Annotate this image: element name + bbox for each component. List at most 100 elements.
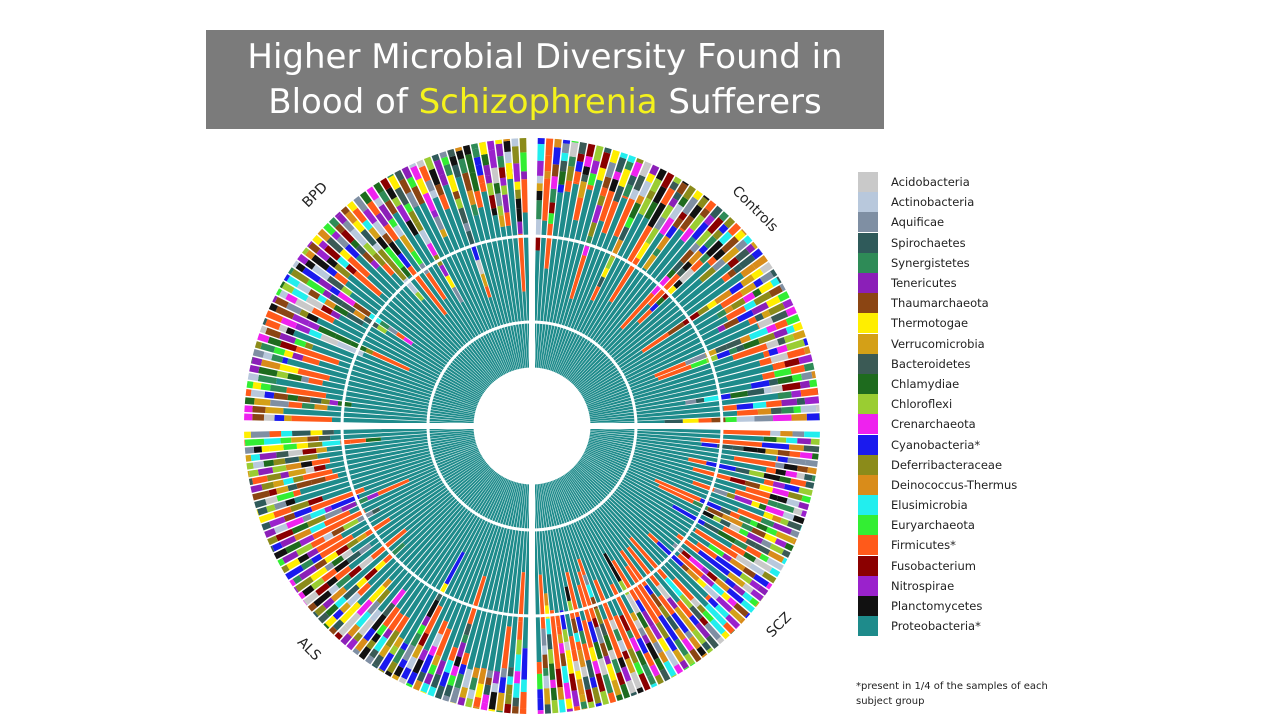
sample-bar-segment: [371, 632, 381, 643]
sample-bar-segment: [542, 178, 551, 221]
sample-bar-segment: [752, 401, 767, 409]
sample-bar-segment: [727, 222, 742, 237]
sample-bar-segment: [347, 256, 371, 278]
sample-bar-segment: [716, 636, 725, 645]
sample-bar-segment: [691, 221, 709, 241]
sample-bar-segment: [776, 456, 779, 462]
sample-bar-segment: [431, 654, 441, 667]
sample-bar-segment: [780, 430, 793, 437]
sample-bar-segment: [719, 518, 731, 528]
sample-bar-segment: [486, 140, 495, 151]
sample-bar-segment: [770, 430, 781, 437]
sample-bar-segment: [345, 263, 357, 275]
sample-bar-segment: [486, 182, 495, 196]
sample-bar-segment: [774, 462, 785, 469]
sample-bar-segment: [595, 702, 602, 707]
sample-bar-segment: [311, 458, 331, 466]
sample-bar-segment: [334, 596, 347, 609]
sample-bar-segment: [522, 483, 531, 649]
sample-bar-segment: [736, 403, 754, 410]
sample-bar-segment: [536, 190, 543, 201]
sample-bar-segment: [586, 444, 694, 485]
sample-bar-segment: [497, 205, 504, 216]
sample-bar-segment: [665, 636, 678, 652]
sample-bar-segment: [585, 688, 594, 703]
sample-bar-segment: [418, 200, 507, 375]
sample-bar-segment: [410, 632, 422, 647]
sample-bar-segment: [783, 483, 800, 493]
sample-bar-segment: [721, 513, 731, 522]
sample-bar-segment: [290, 269, 310, 285]
legend-item: Elusimicrobia: [858, 495, 1078, 516]
sample-bar-segment: [503, 138, 511, 142]
sample-bar-segment: [250, 431, 270, 438]
sample-bar-segment: [729, 476, 746, 486]
sample-bar-segment: [765, 582, 773, 590]
legend-swatch: [858, 454, 878, 475]
sample-bar-segment: [544, 170, 551, 179]
sample-bar-segment: [564, 586, 571, 602]
sample-bar-segment: [792, 322, 804, 332]
sample-bar-segment: [709, 205, 723, 219]
sample-bar-segment: [638, 197, 652, 216]
sample-bar-segment: [276, 370, 289, 379]
sample-bar-segment: [433, 215, 445, 231]
sample-bar-segment: [562, 629, 569, 643]
sample-bar-segment: [328, 217, 340, 228]
sample-bar-segment: [318, 360, 477, 411]
sample-bar-segment: [688, 556, 704, 571]
sample-bar-segment: [765, 467, 777, 474]
sample-bar-segment: [439, 151, 448, 159]
sample-bar-segment: [330, 494, 360, 511]
sample-bar-segment: [696, 542, 718, 560]
sample-bar-segment: [522, 212, 531, 369]
sample-bar-segment: [286, 358, 477, 412]
sample-bar-segment: [730, 629, 736, 635]
sample-bar-segment: [443, 684, 454, 697]
sample-bar-segment: [769, 543, 785, 555]
sample-bar-segment: [286, 516, 305, 529]
sample-bar-segment: [313, 590, 332, 608]
sample-bar-segment: [798, 487, 813, 496]
sample-bar-segment: [733, 495, 753, 506]
sample-bar-segment: [578, 460, 679, 537]
legend-item: Actinobacteria: [858, 192, 1078, 213]
sample-bar-segment: [272, 479, 285, 488]
sample-bar-segment: [565, 472, 623, 552]
sample-bar-segment: [616, 671, 626, 686]
sample-bar-segment: [672, 191, 683, 201]
sample-bar-segment: [630, 611, 638, 622]
sample-bar-segment: [613, 197, 636, 238]
sample-bar-segment: [515, 198, 522, 209]
sample-bar-segment: [462, 144, 472, 156]
sample-bar-segment: [729, 558, 746, 572]
sample-bar-segment: [458, 663, 467, 675]
sample-bar-segment: [362, 219, 373, 231]
sample-bar-segment: [557, 634, 564, 644]
sample-bar-segment: [269, 384, 288, 393]
sample-bar-segment: [491, 207, 498, 216]
sample-bar-segment: [299, 534, 315, 547]
sample-bar-segment: [484, 285, 492, 298]
sample-bar-segment: [669, 180, 679, 191]
sample-bar-segment: [713, 488, 728, 497]
sample-bar-segment: [672, 648, 685, 663]
sample-bar-segment: [365, 437, 382, 443]
sample-bar-segment: [706, 647, 714, 654]
sample-bar-segment: [520, 679, 527, 693]
sample-bar-segment: [565, 571, 580, 618]
sample-bar-segment: [537, 138, 545, 145]
sample-bar-segment: [707, 217, 724, 235]
sample-bar-segment: [478, 141, 486, 144]
sample-bar-segment: [363, 627, 376, 642]
sample-bar-segment: [784, 542, 794, 552]
sample-bar-segment: [592, 617, 599, 628]
sample-bar-segment: [688, 457, 707, 465]
sample-bar-segment: [729, 281, 744, 295]
sample-bar-segment: [781, 406, 794, 414]
sample-bar-segment: [753, 558, 773, 573]
sample-bar-segment: [695, 622, 711, 639]
sample-bar-segment: [783, 333, 795, 344]
sample-bar-segment: [636, 611, 649, 629]
sample-bar-segment: [517, 221, 523, 235]
